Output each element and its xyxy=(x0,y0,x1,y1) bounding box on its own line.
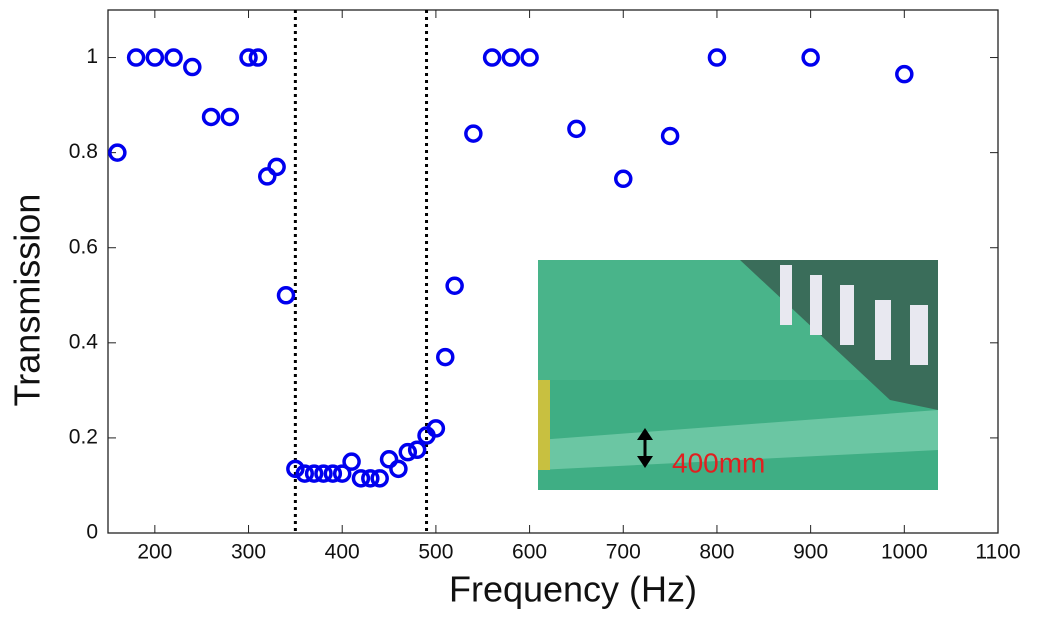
x-tick-label: 400 xyxy=(325,541,360,564)
inset-bottle xyxy=(910,305,928,365)
data-point xyxy=(323,464,343,483)
data-point xyxy=(445,276,464,296)
x-tick-label: 200 xyxy=(137,541,172,564)
x-tick-label: 700 xyxy=(606,541,641,564)
y-tick-label: 0 xyxy=(86,521,98,544)
data-point xyxy=(895,64,914,84)
data-point xyxy=(351,469,371,488)
data-point xyxy=(426,419,446,438)
data-point xyxy=(389,459,408,479)
y-tick-label: 0.4 xyxy=(69,330,99,353)
inset-bottle xyxy=(840,285,854,345)
data-point xyxy=(332,464,352,483)
x-tick-label: 800 xyxy=(699,541,734,564)
x-tick-label: 1000 xyxy=(881,541,928,564)
data-point xyxy=(248,48,268,67)
data-point xyxy=(164,48,183,67)
data-point xyxy=(660,126,680,146)
y-tick-label: 0.8 xyxy=(69,140,98,163)
data-point xyxy=(801,48,820,67)
data-point xyxy=(379,450,399,469)
data-point xyxy=(295,464,314,483)
data-point xyxy=(567,119,586,139)
data-point xyxy=(464,124,483,143)
data-point xyxy=(108,143,127,162)
data-point xyxy=(314,464,333,483)
data-point xyxy=(276,286,296,305)
y-axis-label: Transmission xyxy=(7,194,48,407)
inset-label: 400mm xyxy=(672,447,765,478)
data-point xyxy=(707,48,727,67)
x-tick-label: 500 xyxy=(418,541,453,564)
inset-bottle xyxy=(780,265,792,325)
y-tick-label: 0.6 xyxy=(69,235,98,258)
data-point xyxy=(239,48,258,67)
inset-arrow-head xyxy=(637,428,653,440)
data-point xyxy=(258,167,277,186)
x-tick-label: 1100 xyxy=(975,541,1020,564)
x-tick-label: 300 xyxy=(231,541,266,564)
data-point xyxy=(361,469,380,488)
data-point xyxy=(407,440,427,460)
data-point xyxy=(436,347,455,367)
data-point xyxy=(370,469,389,488)
inset-bottle xyxy=(875,300,891,360)
data-point xyxy=(183,57,202,77)
data-point xyxy=(126,48,146,67)
data-point xyxy=(267,157,286,177)
y-tick-label: 0.2 xyxy=(69,425,98,448)
inset-photo: 400mm xyxy=(538,260,938,490)
data-point xyxy=(520,48,539,67)
data-point xyxy=(482,48,502,67)
inset-arrow-head xyxy=(637,456,653,468)
data-point xyxy=(220,107,240,127)
inset-wood xyxy=(538,380,550,470)
data-point xyxy=(398,442,418,462)
data-point xyxy=(304,464,324,483)
x-tick-label: 600 xyxy=(512,541,547,564)
data-point xyxy=(145,48,165,67)
data-point xyxy=(501,48,521,67)
inset-bottle xyxy=(810,275,822,335)
data-point xyxy=(614,169,633,189)
data-point xyxy=(342,452,361,471)
data-point xyxy=(286,459,305,479)
y-tick-label: 1 xyxy=(86,45,98,68)
inset-glass-edge xyxy=(538,410,938,470)
data-point xyxy=(201,107,221,127)
x-axis-label: Frequency (Hz) xyxy=(449,569,697,610)
x-tick-label: 900 xyxy=(793,541,828,564)
